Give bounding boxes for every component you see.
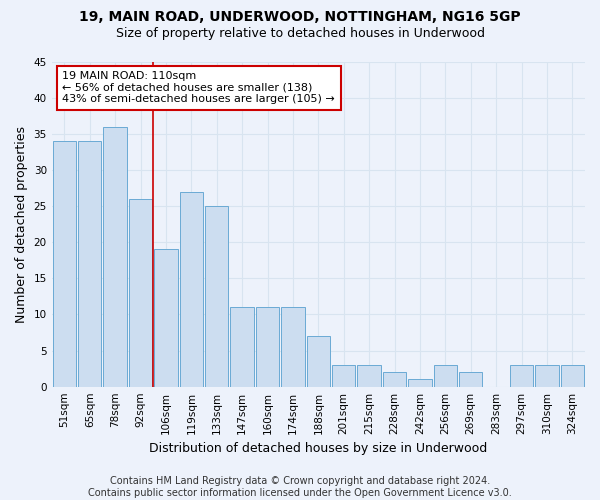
Text: Contains HM Land Registry data © Crown copyright and database right 2024.
Contai: Contains HM Land Registry data © Crown c… (88, 476, 512, 498)
Bar (256, 307, 279, 386)
Bar (230, 307, 254, 386)
Bar (358, 365, 381, 386)
Bar (281, 307, 305, 386)
Bar (78, 141, 101, 386)
Text: 19, MAIN ROAD, UNDERWOOD, NOTTINGHAM, NG16 5GP: 19, MAIN ROAD, UNDERWOOD, NOTTINGHAM, NG… (79, 10, 521, 24)
Text: Size of property relative to detached houses in Underwood: Size of property relative to detached ho… (115, 28, 485, 40)
Bar (510, 365, 533, 386)
Bar (434, 365, 457, 386)
Bar (383, 372, 406, 386)
Text: 19 MAIN ROAD: 110sqm
← 56% of detached houses are smaller (138)
43% of semi-deta: 19 MAIN ROAD: 110sqm ← 56% of detached h… (62, 72, 335, 104)
Bar (459, 372, 482, 386)
X-axis label: Distribution of detached houses by size in Underwood: Distribution of detached houses by size … (149, 442, 487, 455)
Bar (560, 365, 584, 386)
Bar (154, 250, 178, 386)
Bar (332, 365, 355, 386)
Bar (408, 380, 431, 386)
Bar (535, 365, 559, 386)
Bar (307, 336, 330, 386)
Y-axis label: Number of detached properties: Number of detached properties (15, 126, 28, 322)
Bar (53, 141, 76, 386)
Bar (179, 192, 203, 386)
Bar (205, 206, 229, 386)
Bar (103, 126, 127, 386)
Bar (129, 199, 152, 386)
